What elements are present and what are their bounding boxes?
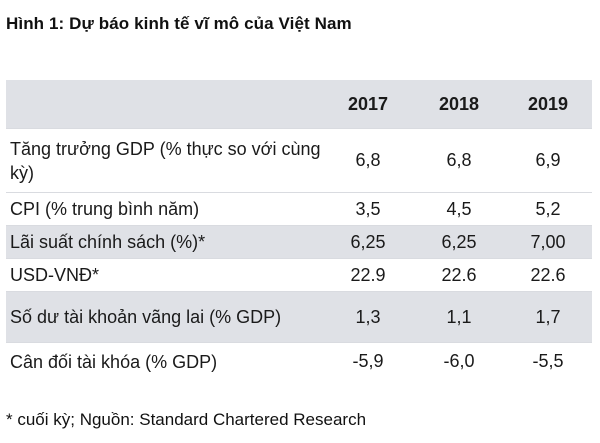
source-footnote: * cuối kỳ; Nguồn: Standard Chartered Res… (6, 410, 367, 429)
table-row-fiscal-balance: Cân đối tài khóa (% GDP) -5,9 -6,0 -5,5 (6, 343, 592, 380)
row-label: USD-VNĐ* (10, 265, 100, 285)
table-row-current-account: Số dư tài khoản vãng lai (% GDP) 1,3 1,1… (6, 292, 592, 343)
table-cell: -5,9 (352, 351, 384, 371)
table-cell: -6,0 (443, 351, 475, 371)
column-header-2017: 2017 (347, 93, 389, 114)
table-cell: 6,25 (441, 231, 477, 252)
row-label: CPI (% trung bình năm) (10, 199, 200, 219)
forecast-table: 2017 2018 2019 Tăng trưởng GDP (% thực s… (6, 80, 592, 380)
table-cell: 22.6 (530, 264, 566, 285)
table-row-policy-rate: Lãi suất chính sách (%)* 6,25 6,25 7,00 (6, 226, 592, 259)
table-row-usd-vnd: USD-VNĐ* 22.9 22.6 22.6 (6, 259, 592, 292)
row-label: Lãi suất chính sách (%)* (10, 232, 206, 252)
table-cell: 1,1 (446, 306, 472, 327)
table-header-row: 2017 2018 2019 (6, 80, 592, 129)
table-cell: 1,7 (535, 306, 561, 327)
table-cell: 6,25 (350, 231, 386, 252)
table-cell: 22.9 (350, 264, 386, 285)
figure-title: Hình 1: Dự báo kinh tế vĩ mô của Việt Na… (6, 14, 352, 33)
row-label: Số dư tài khoản vãng lai (% GDP) (10, 307, 282, 327)
table-cell: 4,5 (446, 198, 472, 219)
table-cell: 5,2 (535, 198, 561, 219)
column-header-2019: 2019 (527, 93, 569, 114)
column-header-2018: 2018 (438, 93, 480, 114)
table-row-gdp-growth: Tăng trưởng GDP (% thực so với cùng kỳ) … (6, 129, 592, 193)
table-cell: 22.6 (441, 264, 477, 285)
table-cell: 6,9 (535, 150, 561, 170)
table-cell: 6,8 (446, 150, 472, 170)
table-cell: 7,00 (530, 231, 566, 252)
table-cell: 1,3 (355, 306, 381, 327)
table-cell: 3,5 (355, 198, 381, 219)
row-label: Cân đối tài khóa (% GDP) (10, 351, 218, 372)
row-label: Tăng trưởng GDP (% thực so với cùng kỳ) (10, 138, 321, 183)
table-row-cpi: CPI (% trung bình năm) 3,5 4,5 5,2 (6, 193, 592, 226)
table-cell: 6,8 (355, 150, 381, 170)
table-cell: -5,5 (532, 351, 564, 371)
